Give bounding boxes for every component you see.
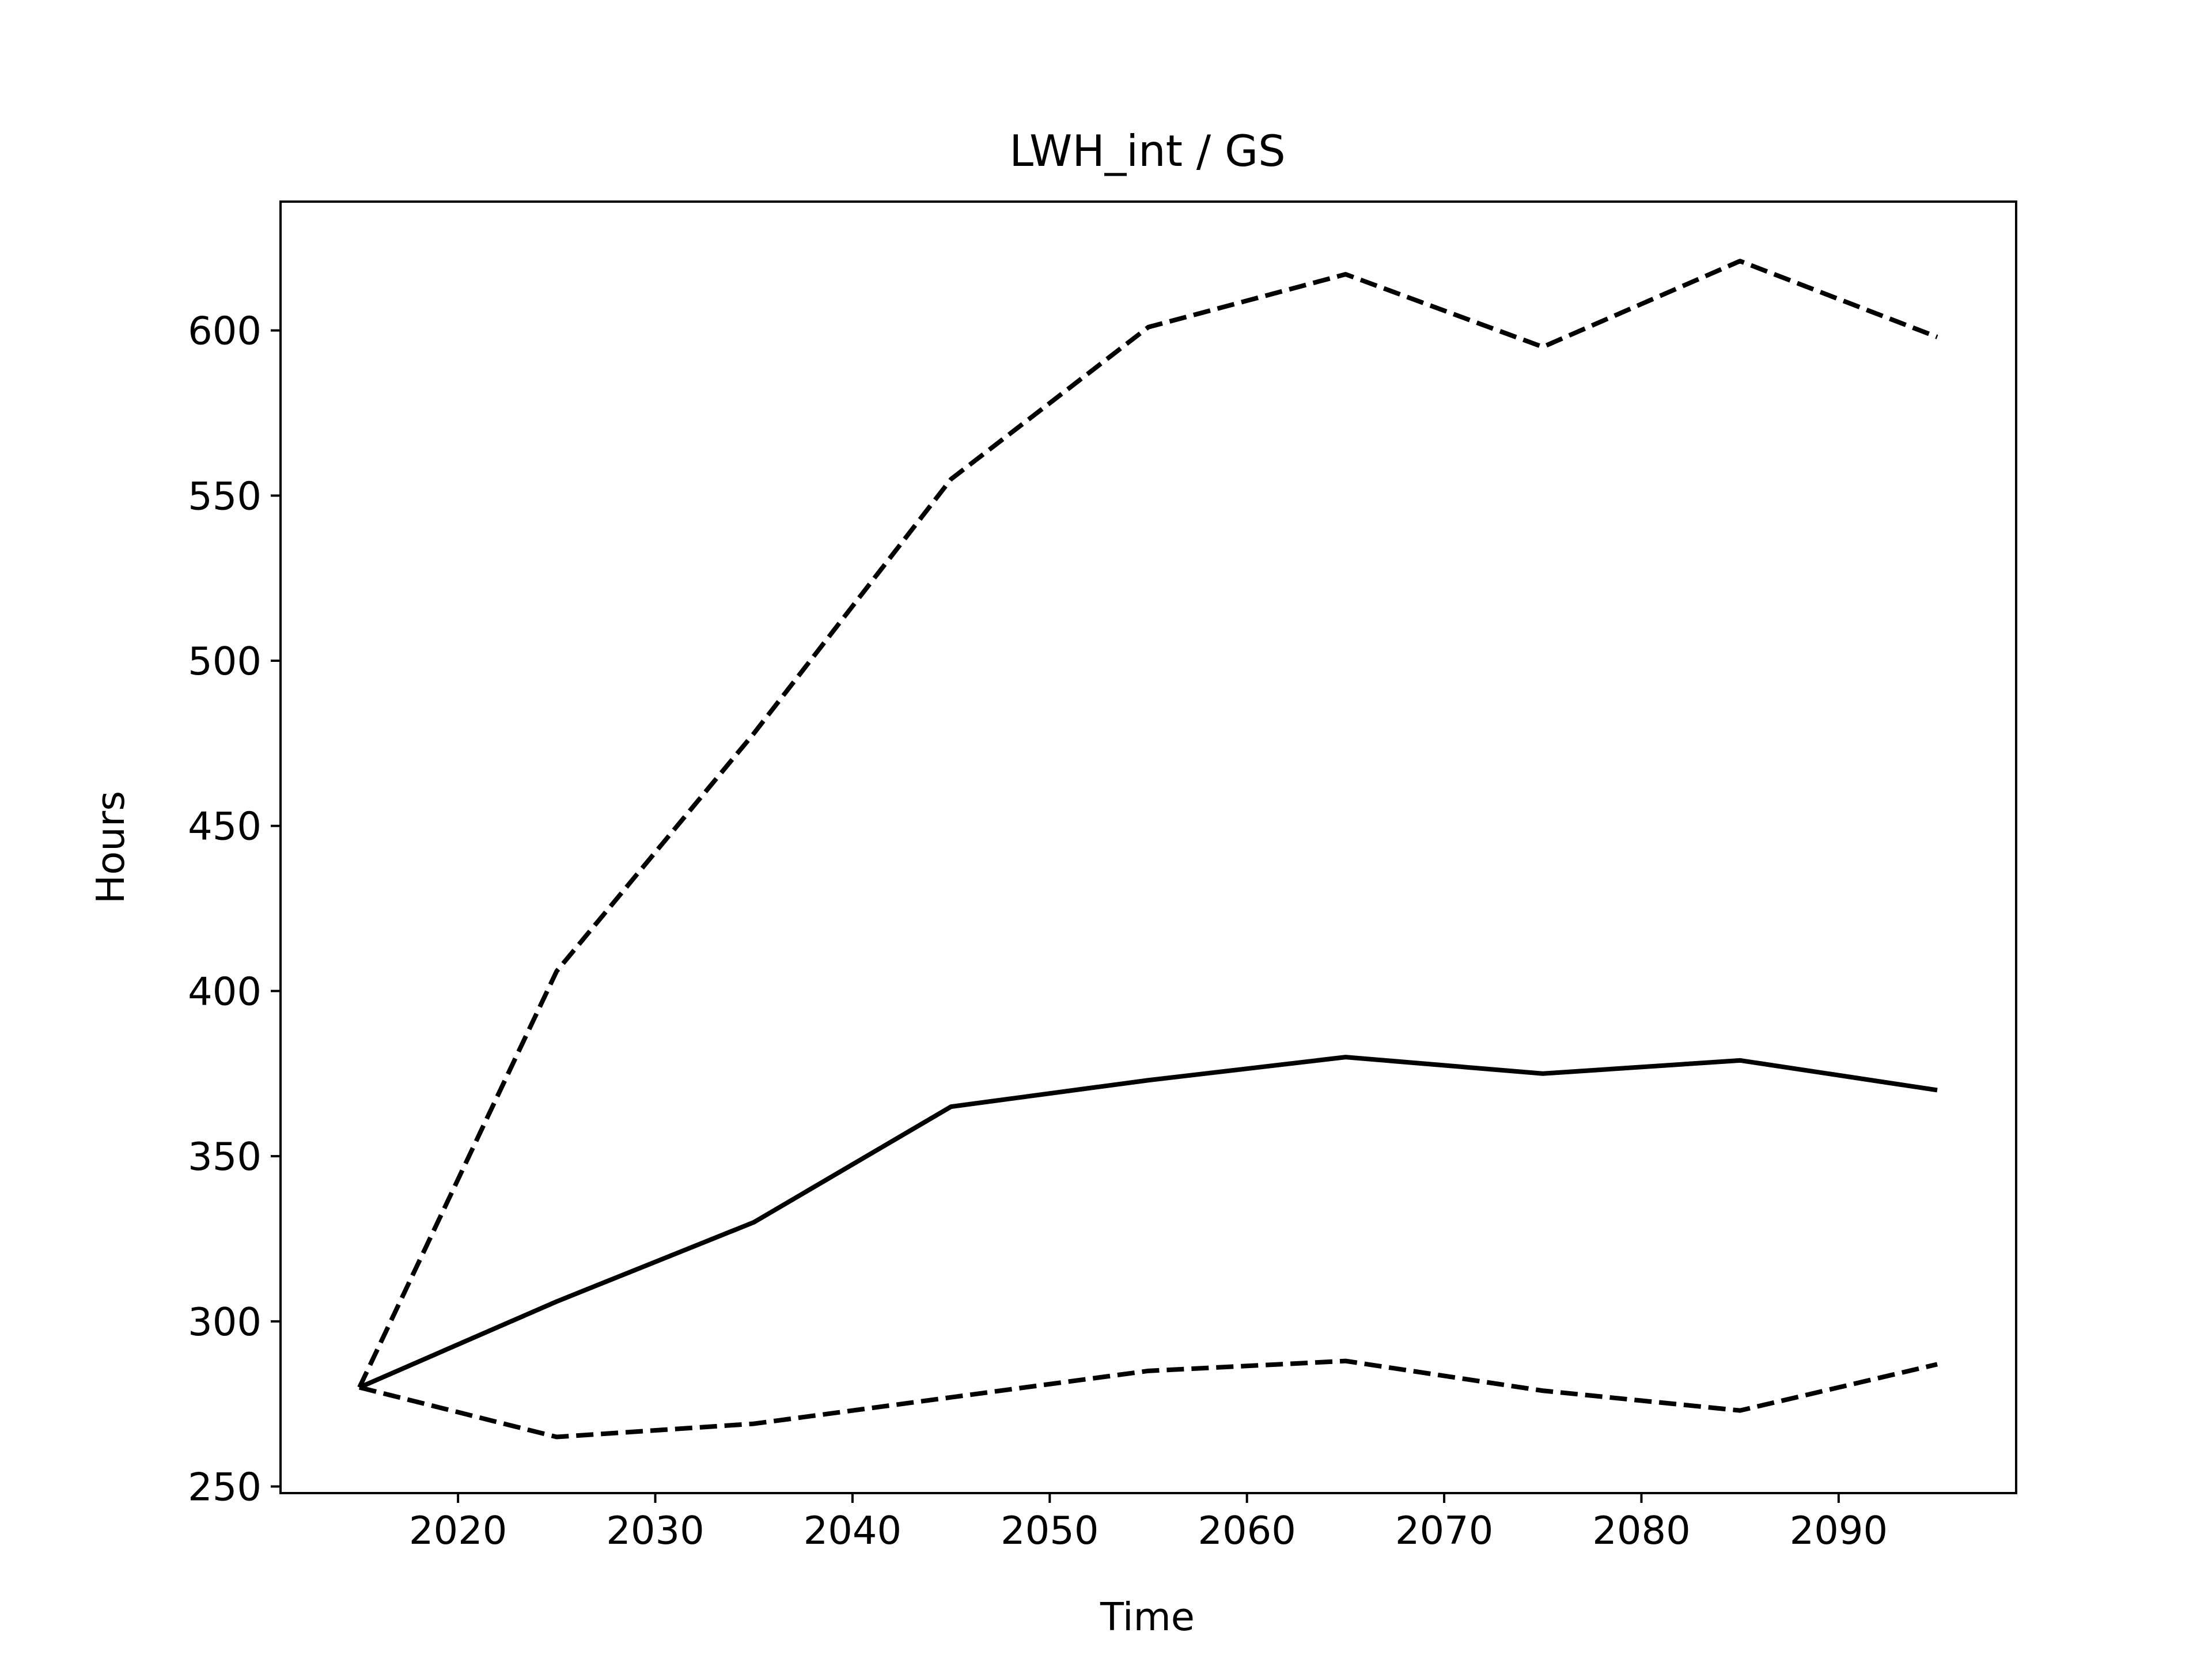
y-tick-label: 450: [188, 804, 262, 849]
series-line-1: [358, 1055, 1938, 1390]
y-tick-label: 550: [188, 474, 262, 518]
x-tick-label: 2070: [1395, 1508, 1494, 1553]
y-tick-label: 600: [188, 309, 262, 354]
series-layer: [357, 259, 1938, 1440]
x-tick-label: 2020: [409, 1508, 507, 1553]
x-tick-label: 2080: [1592, 1508, 1691, 1553]
plot-frame: [279, 200, 2017, 1494]
x-tick-label: 2040: [804, 1508, 902, 1553]
y-axis-label: Hours: [88, 791, 133, 904]
x-tick-label: 2060: [1198, 1508, 1296, 1553]
y-tick-label: 500: [188, 639, 262, 684]
y-tick-label: 350: [188, 1134, 262, 1179]
x-tick-label: 2090: [1790, 1508, 1888, 1553]
y-tick-label: 250: [188, 1465, 262, 1510]
x-tick-label: 2030: [606, 1508, 704, 1553]
chart-title: LWH_int / GS: [1009, 126, 1285, 176]
axis-ticks: 2020 2030 2040 2050 2060 2070 2080 2090 250 300 35…: [188, 309, 1888, 1553]
x-tick-label: 2050: [1001, 1508, 1099, 1553]
y-tick-label: 300: [188, 1300, 262, 1344]
series-line-3: [358, 1358, 1938, 1440]
y-tick-label: 400: [188, 969, 262, 1014]
series-line-2: [357, 259, 1938, 1389]
x-axis-label: Time: [1100, 1594, 1195, 1639]
